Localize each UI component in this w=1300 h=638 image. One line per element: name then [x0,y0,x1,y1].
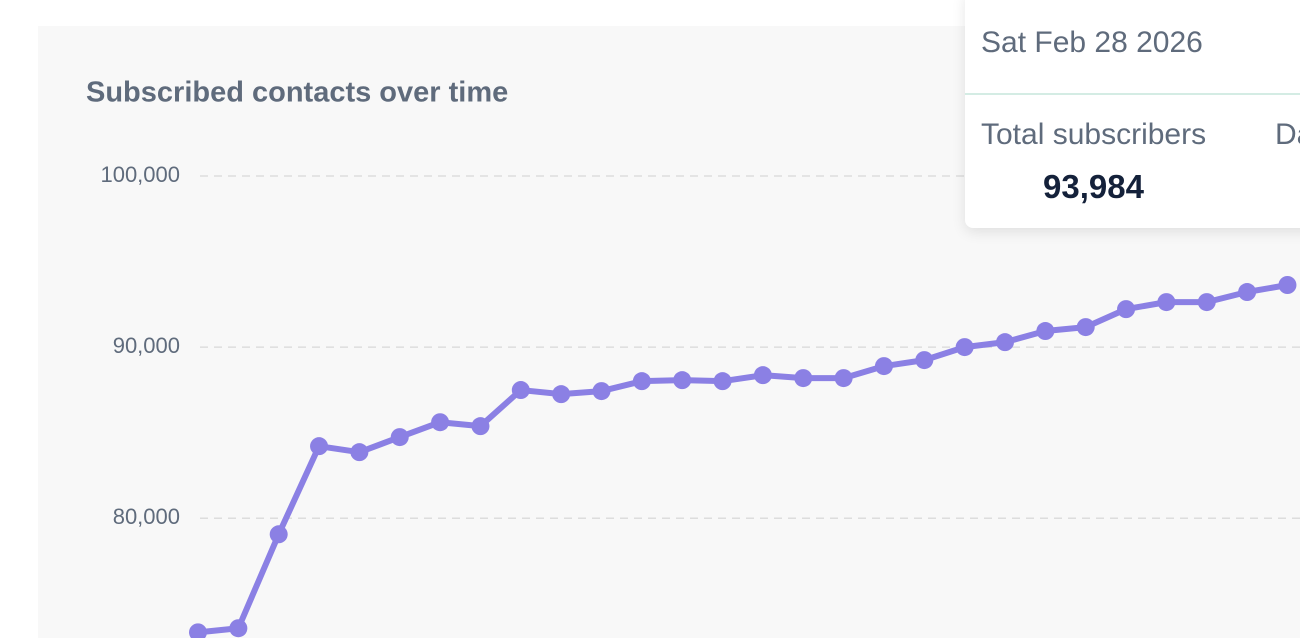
point [390,428,409,447]
point [350,443,369,462]
point [673,371,692,390]
point [874,357,893,376]
point [753,366,772,385]
chart-title: Subscribed contacts over time [86,77,508,109]
y-tick-label: 100,000 [100,162,180,187]
tooltip-label: Da [1275,118,1300,151]
point [955,338,974,357]
point [713,372,732,391]
tooltip-separator [965,93,1300,95]
point [310,437,329,456]
point [915,351,934,370]
point [632,372,651,391]
point [996,333,1014,352]
point [592,382,611,401]
tooltip-value: 93,984 [1043,168,1144,205]
point [552,385,571,404]
point [511,381,530,400]
tooltip-label: Total subscribers [981,118,1207,151]
point [1036,322,1055,341]
point [471,417,490,436]
point [1278,275,1297,294]
tooltip-date: Sat Feb 28 2026 [981,26,1203,59]
point [1238,283,1257,302]
point [189,623,207,638]
line [197,282,1288,636]
point [1117,300,1136,319]
point [794,369,813,388]
point [834,369,853,388]
point [431,413,450,432]
point [1076,318,1095,337]
y-tick-label: 80,000 [113,504,180,529]
tooltip: Sat Feb 28 2026 Total subscribers Da 93,… [965,0,1300,228]
point [1157,293,1176,312]
point [1197,293,1216,312]
point [229,619,248,638]
y-tick-label: 90,000 [113,333,180,358]
point [269,525,288,544]
